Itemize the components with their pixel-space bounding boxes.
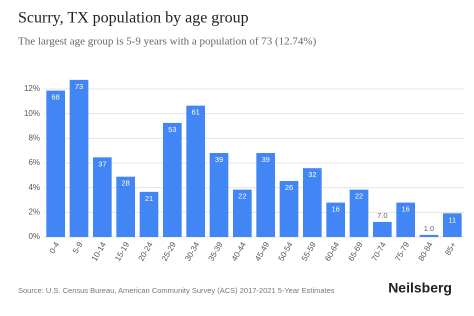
x-tick-label: 10-14 (90, 240, 108, 263)
data-label: 11 (448, 215, 456, 224)
y-tick-label: 6% (28, 158, 40, 167)
bar (326, 202, 345, 237)
data-label: 7.0 (377, 211, 387, 220)
data-label: 61 (191, 108, 199, 117)
y-tick-label: 8% (28, 133, 40, 142)
bar (279, 181, 299, 237)
bar (209, 153, 229, 237)
data-label: 16 (331, 205, 339, 214)
bar (139, 191, 159, 237)
x-tick-label: 80-84 (417, 240, 435, 263)
y-tick-label: 0% (28, 232, 40, 241)
bar (46, 90, 65, 237)
x-tick-label: 60-64 (323, 240, 341, 263)
x-tick-label: 65-69 (347, 240, 365, 263)
chart-title: Scurry, TX population by age group (18, 10, 249, 27)
x-tick-label: 0-4 (48, 240, 62, 255)
bar (303, 168, 322, 237)
data-label: 16 (401, 205, 409, 214)
data-label: 21 (145, 194, 153, 203)
bar (116, 176, 135, 237)
x-tick-label: 25-29 (160, 240, 178, 263)
bar (419, 234, 439, 237)
x-tick-label: 15-19 (113, 240, 131, 263)
data-label: 22 (355, 192, 363, 201)
x-tick-label: 50-54 (277, 240, 295, 263)
data-label: 32 (308, 170, 316, 179)
x-tick-label: 45-49 (253, 240, 271, 263)
data-label: 22 (238, 192, 246, 201)
y-tick-label: 4% (28, 183, 40, 192)
x-tick-label: 35-39 (207, 240, 225, 263)
source-note: Source: U.S. Census Bureau, American Com… (18, 286, 335, 295)
data-label: 1.0 (424, 224, 434, 233)
bar (186, 105, 205, 238)
bar (373, 221, 392, 237)
bar (256, 153, 275, 237)
bar (233, 189, 252, 237)
data-label: 26 (285, 183, 293, 192)
bar (396, 202, 415, 237)
bar (443, 213, 462, 237)
data-label: 39 (215, 155, 223, 164)
x-tick-label: 55-59 (300, 240, 318, 263)
brand-logo: Neilsberg (388, 280, 452, 296)
y-tick-label: 2% (28, 207, 40, 216)
data-label: 28 (121, 179, 129, 188)
y-tick-label: 12% (24, 84, 40, 93)
chart-subtitle: The largest age group is 5-9 years with … (18, 36, 317, 48)
x-tick-label: 5-9 (71, 240, 85, 255)
x-tick-label: 40-44 (230, 240, 248, 263)
x-tick-label: 75-79 (393, 240, 411, 263)
data-label: 73 (75, 82, 83, 91)
x-tick-label: 70-74 (370, 240, 388, 263)
data-label: 68 (51, 93, 59, 102)
bar (93, 157, 112, 237)
data-label: 37 (98, 159, 106, 168)
y-tick-label: 10% (24, 109, 40, 118)
x-tick-label: 30-34 (183, 240, 201, 263)
bar (163, 122, 182, 237)
x-tick-label: 85+ (443, 240, 458, 257)
data-label: 53 (168, 125, 176, 134)
x-tick-label: 20-24 (137, 240, 155, 263)
bar (349, 189, 369, 237)
data-label: 39 (261, 155, 269, 164)
bar (69, 79, 89, 237)
